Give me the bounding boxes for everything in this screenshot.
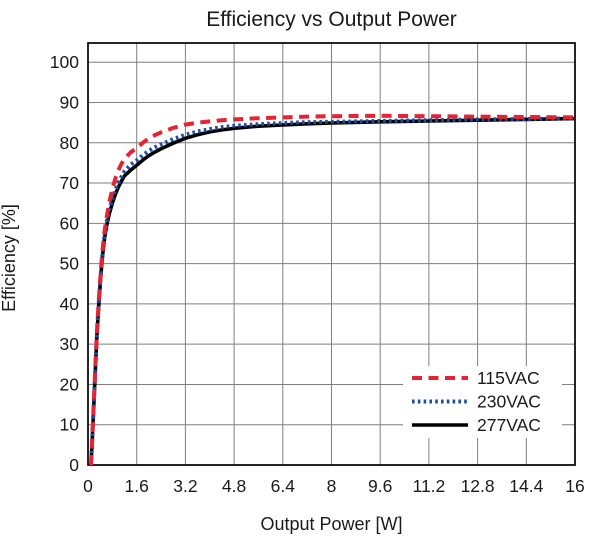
x-tick-label: 8	[327, 476, 337, 496]
y-tick-label: 50	[60, 254, 80, 274]
legend-label-277vac: 277VAC	[477, 415, 541, 435]
y-tick-label: 40	[60, 294, 80, 314]
legend-label-115vac: 115VAC	[477, 368, 540, 388]
x-tick-label: 12.8	[461, 476, 495, 496]
y-tick-label: 90	[60, 92, 80, 112]
x-tick-label: 3.2	[173, 476, 197, 496]
legend-label-230vac: 230VAC	[477, 392, 541, 412]
series-curve-115vac	[89, 113, 576, 466]
x-tick-label: 16	[565, 476, 584, 496]
x-tick-label: 9.6	[368, 476, 392, 496]
x-tick-label: 14.4	[509, 476, 543, 496]
y-tick-label: 70	[60, 173, 80, 193]
y-axis-title: Efficiency [%]	[0, 204, 19, 312]
x-tick-label: 1.6	[125, 476, 149, 496]
x-tick-label: 0	[83, 476, 93, 496]
x-tick-label: 11.2	[413, 476, 446, 496]
x-tick-label: 6.4	[271, 476, 296, 496]
chart-title: Efficiency vs Output Power	[206, 8, 457, 31]
x-axis-title: Output Power [W]	[260, 514, 403, 534]
plot-border	[87, 42, 576, 466]
x-tick-label: 4.8	[222, 476, 246, 496]
y-tick-label: 30	[60, 334, 80, 354]
y-tick-label: 0	[69, 455, 79, 475]
y-tick-label: 60	[60, 213, 80, 233]
y-tick-label: 20	[60, 374, 80, 394]
y-tick-label: 80	[60, 133, 80, 153]
y-tick-label: 10	[60, 415, 80, 435]
y-tick-label: 100	[50, 52, 79, 72]
